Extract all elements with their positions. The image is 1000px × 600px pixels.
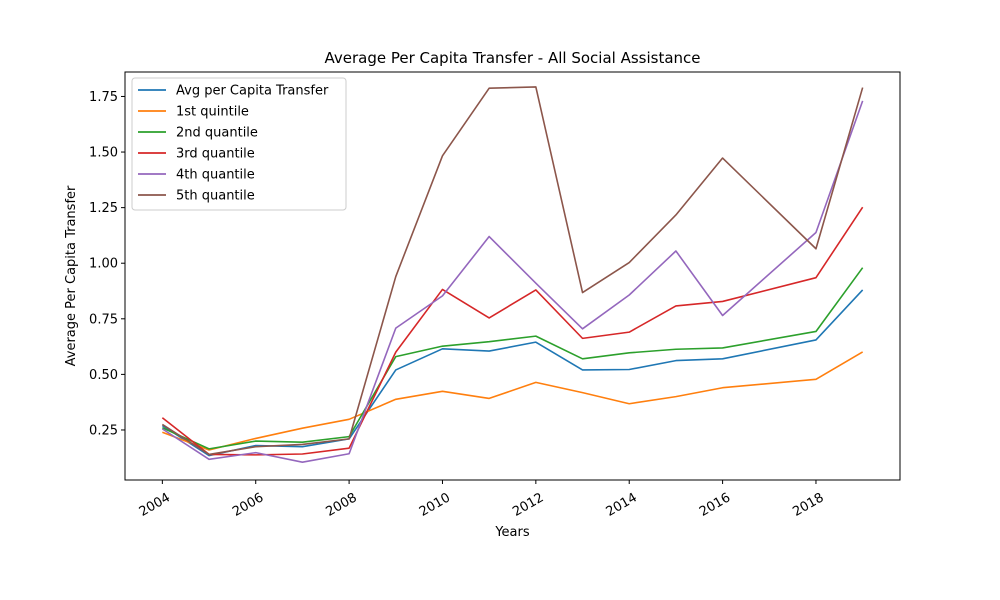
legend-label: 1st quintile	[176, 105, 249, 120]
series-line-1	[161, 289, 864, 457]
y-tick-label: 1.25	[89, 201, 118, 216]
series-line-6	[161, 86, 864, 456]
x-tick-label: 2014	[604, 490, 640, 520]
legend-label: 5th quantile	[176, 189, 255, 204]
y-tick-label: 0.25	[89, 423, 118, 438]
x-tick-label: 2004	[137, 490, 173, 520]
legend-label: 4th quantile	[176, 168, 255, 183]
legend-label: 2nd quantile	[176, 126, 258, 141]
x-tick-label: 2012	[510, 490, 546, 520]
x-axis: 2004 2006 2008 2010 2012 2014 2016 2018	[137, 480, 827, 520]
y-tick-label: 1.50	[89, 146, 118, 161]
y-axis: 0.25 0.50 0.75 1.00 1.25 1.50 1.75	[89, 90, 125, 438]
x-tick-label: 2008	[323, 490, 359, 520]
legend: Avg per Capita Transfer 1st quintile 2nd q…	[131, 77, 347, 211]
legend-label: 3rd quantile	[176, 147, 255, 162]
plot-frame	[124, 71, 901, 481]
series-line-4	[161, 206, 864, 456]
y-tick-label: 0.50	[89, 368, 118, 383]
y-axis-title: Average Per Capita Transfer	[64, 185, 79, 366]
x-axis-title: Years	[494, 525, 530, 540]
legend-box	[131, 77, 347, 211]
x-tick-label: 2018	[790, 490, 826, 520]
legend-label: Avg per Capita Transfer	[176, 84, 329, 99]
y-tick-label: 1.75	[89, 90, 118, 105]
series-line-3	[162, 267, 864, 450]
x-tick-label: 2006	[230, 490, 266, 520]
x-tick-label: 2010	[417, 490, 453, 520]
y-tick-label: 1.00	[89, 257, 118, 272]
series-layer	[161, 86, 864, 464]
x-tick-label: 2016	[697, 490, 733, 520]
y-tick-label: 0.75	[89, 312, 118, 327]
chart-title: Average Per Capita Transfer - All Social…	[324, 49, 700, 67]
series-line-5	[161, 100, 864, 464]
series-line-2	[162, 351, 864, 451]
